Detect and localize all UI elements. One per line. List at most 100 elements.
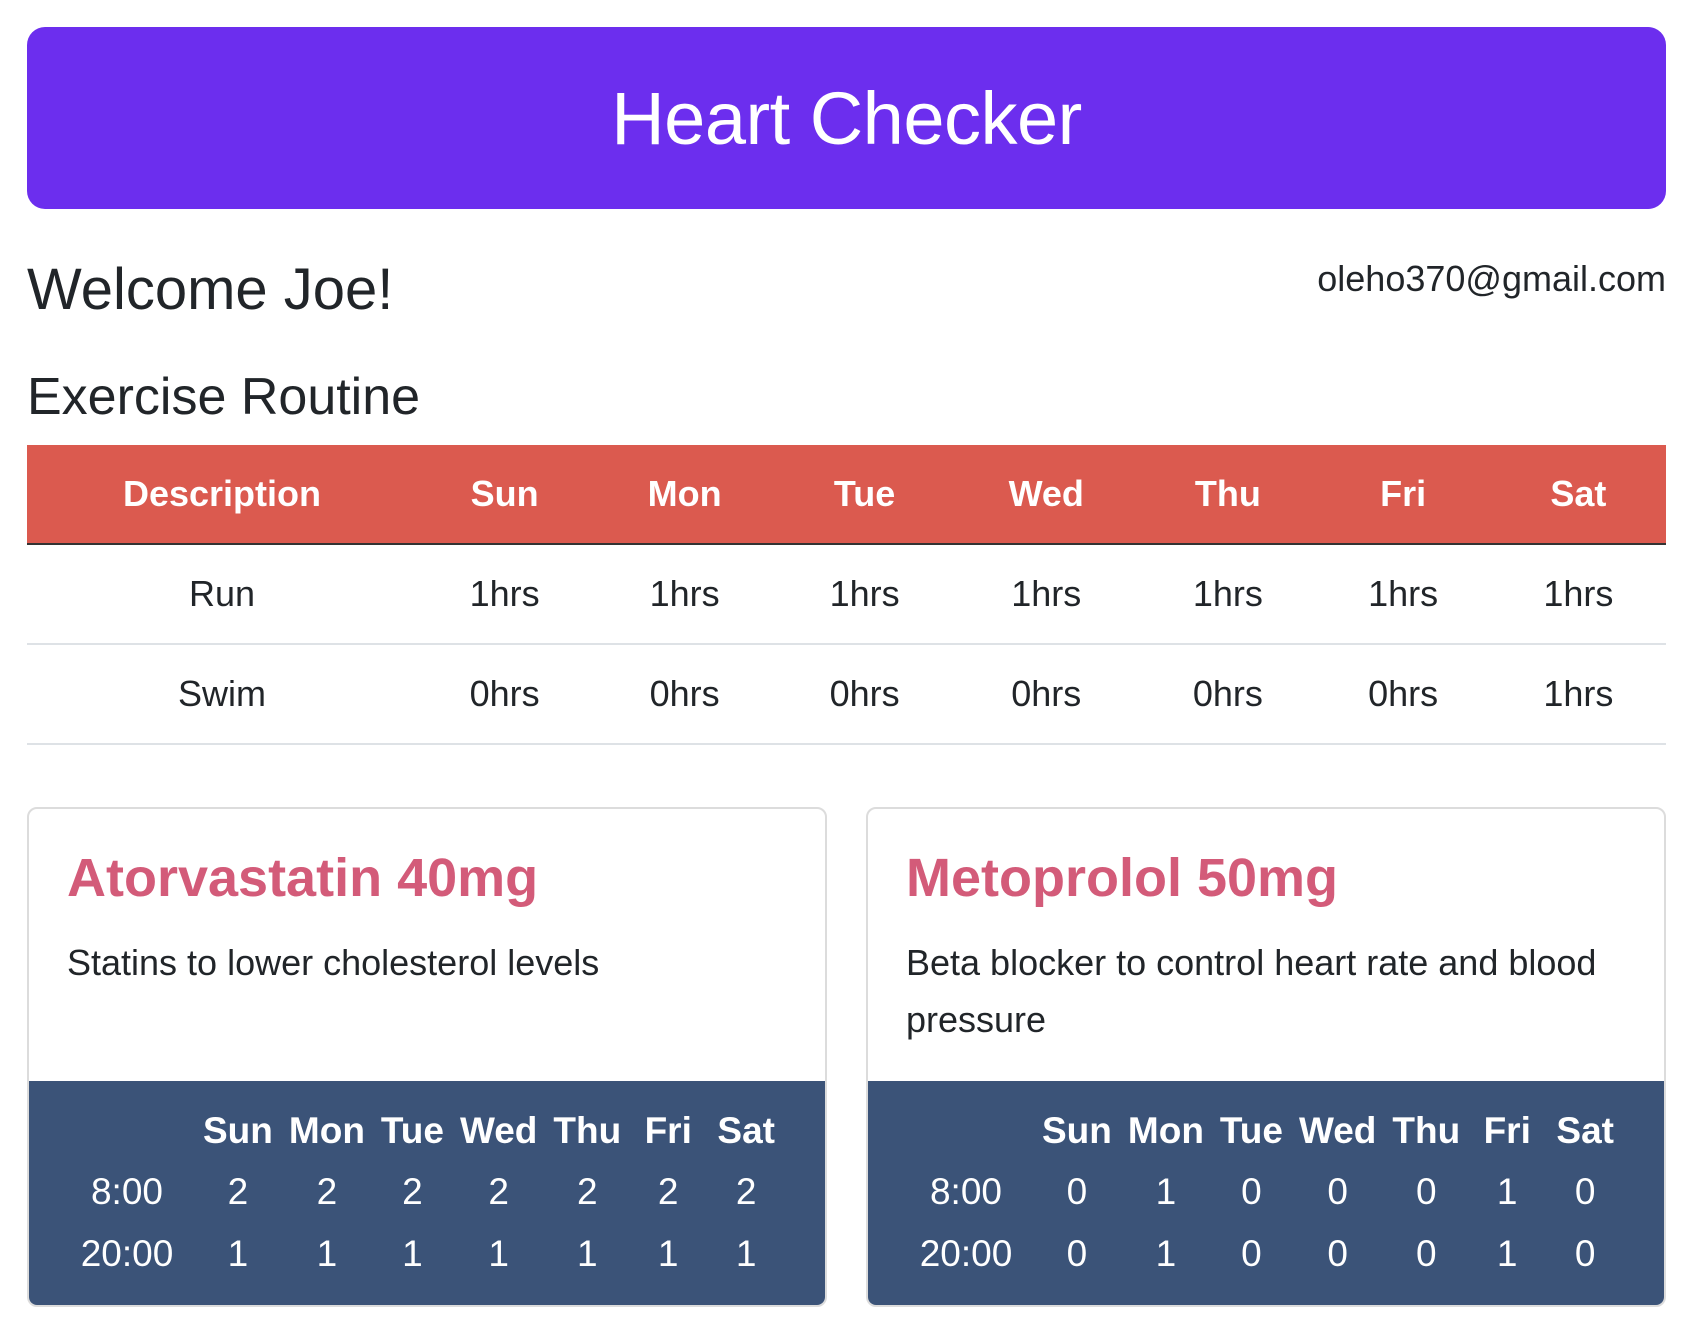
dose-value: 1 [227, 1233, 249, 1274]
exercise-routine-title: Exercise Routine [27, 368, 421, 426]
dose-row: 8:00 0 1 0 0 0 1 0 [908, 1161, 1624, 1223]
dose-time: 8:00 [90, 1171, 163, 1212]
dose-time: 8:00 [929, 1171, 1002, 1212]
welcome-row: Welcome Joe! oleho370@gmail.com [27, 261, 1666, 331]
dose-value: 1 [488, 1233, 509, 1274]
dose-value: 1 [316, 1233, 338, 1274]
dose-day-header: Sun [203, 1110, 273, 1151]
dose-day-header: Mon [1127, 1110, 1204, 1151]
table-cell: 1hrs [952, 544, 1141, 645]
dose-day-header: Tue [1219, 1110, 1283, 1151]
dose-value: 0 [1327, 1233, 1348, 1274]
dose-value: 0 [1066, 1171, 1088, 1212]
dose-header-row: Sun Mon Tue Wed Thu Fri Sat [908, 1101, 1624, 1161]
exercise-table: Description Sun Mon Tue Wed Thu Fri Sat … [27, 445, 1666, 745]
medication-name: Atorvastatin 40mg [67, 848, 539, 908]
dose-schedule-table: Sun Mon Tue Wed Thu Fri Sat 8:00 0 1 0 0 [908, 1101, 1624, 1285]
table-cell: 1hrs [1315, 544, 1491, 645]
welcome-heading: Welcome Joe! [27, 257, 394, 322]
dose-row: 20:00 1 1 1 1 1 1 1 [69, 1223, 785, 1285]
exercise-header-row: Description Sun Mon Tue Wed Thu Fri Sat [27, 445, 1666, 545]
dose-day-header: Wed [459, 1110, 538, 1151]
dose-value: 1 [402, 1233, 423, 1274]
dose-day-header: Fri [1483, 1110, 1531, 1151]
dose-value: 0 [1241, 1171, 1262, 1212]
dose-time: 20:00 [80, 1233, 174, 1274]
dose-day-header: Sat [717, 1110, 775, 1151]
dose-value: 0 [1416, 1171, 1437, 1212]
dose-header-row: Sun Mon Tue Wed Thu Fri Sat [69, 1101, 785, 1161]
dose-day-header: Sun [1042, 1110, 1112, 1151]
table-cell: Swim [27, 644, 417, 745]
dose-value: 0 [1327, 1171, 1348, 1212]
dose-header-blank [69, 1101, 195, 1161]
dose-schedule-footer: Sun Mon Tue Wed Thu Fri Sat 8:00 2 2 2 2 [29, 1081, 825, 1305]
dose-value: 1 [577, 1233, 598, 1274]
dose-value: 1 [1155, 1233, 1177, 1274]
table-row: Run 1hrs 1hrs 1hrs 1hrs 1hrs 1hrs 1hrs [27, 544, 1666, 645]
dose-time: 20:00 [919, 1233, 1013, 1274]
table-cell: 0hrs [417, 644, 593, 745]
medication-card-body: Atorvastatin 40mg Statins to lower chole… [29, 809, 825, 1081]
table-cell: 0hrs [1315, 644, 1491, 745]
dose-header-blank [908, 1101, 1034, 1161]
medication-card-body: Metoprolol 50mg Beta blocker to control … [868, 809, 1664, 1081]
dose-value: 2 [657, 1171, 679, 1212]
dose-value: 1 [735, 1233, 757, 1274]
column-header-wed: Wed [952, 445, 1141, 545]
table-cell: 0hrs [592, 644, 777, 745]
table-cell: 1hrs [592, 544, 777, 645]
dose-value: 0 [1574, 1171, 1596, 1212]
header-banner: Heart Checker [27, 27, 1666, 209]
column-header-fri: Fri [1315, 445, 1491, 545]
dose-row: 8:00 2 2 2 2 2 2 2 [69, 1161, 785, 1223]
dose-value: 0 [1066, 1233, 1088, 1274]
table-cell: 1hrs [1490, 644, 1666, 745]
dose-day-header: Tue [380, 1110, 444, 1151]
dose-day-header: Fri [644, 1110, 692, 1151]
table-cell: 1hrs [1490, 544, 1666, 645]
user-email: oleho370@gmail.com [1317, 258, 1666, 299]
table-cell: 0hrs [1140, 644, 1316, 745]
app-title: Heart Checker [611, 76, 1082, 160]
dose-value: 2 [577, 1171, 598, 1212]
dose-row: 20:00 0 1 0 0 0 1 0 [908, 1223, 1624, 1285]
column-header-sun: Sun [417, 445, 593, 545]
dose-day-header: Wed [1298, 1110, 1377, 1151]
medication-card: Atorvastatin 40mg Statins to lower chole… [27, 807, 827, 1307]
dose-value: 2 [227, 1171, 249, 1212]
dose-schedule-table: Sun Mon Tue Wed Thu Fri Sat 8:00 2 2 2 2 [69, 1101, 785, 1285]
column-header-tue: Tue [776, 445, 953, 545]
dose-day-header: Thu [1392, 1110, 1461, 1151]
column-header-thu: Thu [1140, 445, 1316, 545]
dose-value: 1 [1155, 1171, 1177, 1212]
dose-value: 2 [402, 1171, 423, 1212]
column-header-sat: Sat [1490, 445, 1666, 545]
dose-schedule-footer: Sun Mon Tue Wed Thu Fri Sat 8:00 0 1 0 0 [868, 1081, 1664, 1305]
table-cell: 1hrs [776, 544, 953, 645]
dose-value: 2 [316, 1171, 338, 1212]
dose-value: 1 [1496, 1171, 1518, 1212]
dose-value: 0 [1574, 1233, 1596, 1274]
table-row: Swim 0hrs 0hrs 0hrs 0hrs 0hrs 0hrs 1hrs [27, 644, 1666, 745]
dose-value: 2 [488, 1171, 509, 1212]
dose-value: 1 [657, 1233, 679, 1274]
medication-description: Statins to lower cholesterol levels [67, 942, 600, 984]
dose-value: 0 [1416, 1233, 1437, 1274]
medication-card: Metoprolol 50mg Beta blocker to control … [866, 807, 1666, 1307]
dose-value: 1 [1496, 1233, 1518, 1274]
medication-cards: Atorvastatin 40mg Statins to lower chole… [27, 807, 1666, 1307]
column-header-mon: Mon [592, 445, 777, 545]
dose-day-header: Mon [288, 1110, 365, 1151]
medication-name: Metoprolol 50mg [906, 848, 1339, 908]
table-cell: 0hrs [952, 644, 1141, 745]
column-header-description: Description [27, 445, 417, 545]
table-cell: Run [27, 544, 417, 645]
table-cell: 1hrs [1140, 544, 1316, 645]
dose-day-header: Sat [1556, 1110, 1614, 1151]
table-cell: 1hrs [417, 544, 593, 645]
dose-value: 0 [1241, 1233, 1262, 1274]
medication-description: Beta blocker to control heart rate and b… [906, 942, 1597, 1041]
dose-value: 2 [735, 1171, 757, 1212]
